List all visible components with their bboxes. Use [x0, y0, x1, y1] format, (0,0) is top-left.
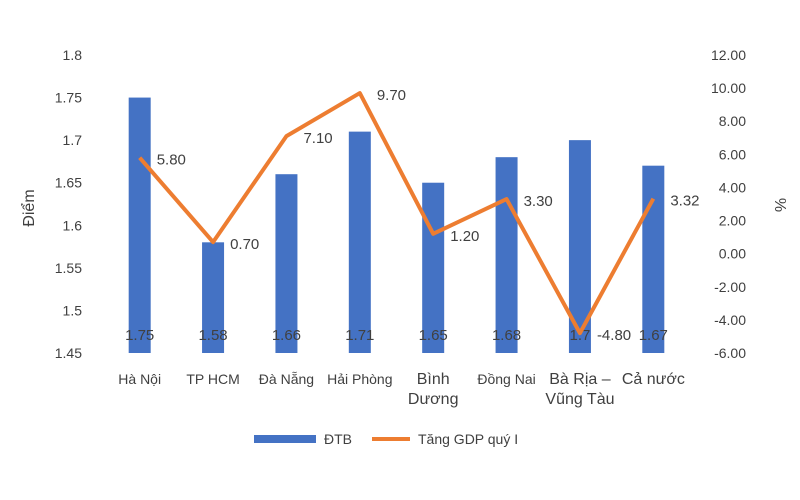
category-label: Hải Phòng	[327, 371, 392, 387]
y2-axis-title: %	[771, 198, 788, 212]
y2-tick-label: 6.00	[719, 146, 746, 162]
bar-value-label: 1.68	[492, 327, 521, 344]
bar-value-label: 1.58	[198, 327, 227, 344]
category-label-line: Bình	[417, 371, 450, 388]
line-value-label: -4.80	[597, 327, 631, 344]
y-tick-label: 1.45	[55, 345, 82, 361]
bar-value-label: 1.7	[570, 327, 591, 344]
line-value-label: 7.10	[303, 130, 332, 147]
y-axis-title: Điểm	[20, 189, 38, 226]
bar-value-label: 1.67	[639, 327, 668, 344]
bar-data-labels: 1.75 1.58 1.66 1.71 1.65 1.68 1.7 1.67	[125, 327, 668, 344]
y-tick-label: 1.7	[63, 132, 83, 148]
bar-value-label: 1.66	[272, 327, 301, 344]
y-tick-label: 1.65	[55, 175, 82, 191]
bar-series	[128, 97, 665, 353]
legend-bar-swatch	[254, 435, 316, 443]
category-label: Bình Dương	[408, 371, 459, 408]
bar	[348, 131, 371, 353]
category-label-line: Cả nước	[622, 371, 685, 388]
bar-value-label: 1.65	[419, 327, 448, 344]
category-label: Đà Nẵng	[259, 371, 314, 387]
y2-tick-label: 12.00	[711, 47, 746, 63]
gdp-line	[138, 91, 656, 336]
y-tick-label: 1.8	[63, 47, 83, 63]
bar-value-label: 1.75	[125, 327, 154, 344]
y-tick-label: 1.6	[63, 217, 83, 233]
y2-tick-label: -4.00	[714, 312, 746, 328]
category-label-line: Hải Phòng	[327, 371, 392, 387]
bar	[642, 165, 665, 353]
line-series	[138, 91, 656, 336]
line-value-label: 3.30	[524, 193, 553, 210]
legend-bar-label: ĐTB	[324, 431, 352, 447]
bar	[128, 97, 151, 353]
line-data-labels: 5.80 0.70 7.10 9.70 1.20 3.30 -4.80 3.32	[157, 87, 700, 344]
bar	[568, 140, 591, 353]
y2-tick-label: 2.00	[719, 213, 746, 229]
y-tick-label: 1.55	[55, 260, 82, 276]
y2-tick-label: -6.00	[714, 345, 746, 361]
category-label: Bà Rịa – Vũng Tàu	[545, 371, 614, 408]
category-label: TP HCM	[186, 371, 239, 387]
category-label-line: Hà Nội	[118, 371, 161, 387]
category-label-line: Bà Rịa –	[549, 371, 610, 388]
y2-tick-label: 8.00	[719, 113, 746, 129]
right-axis-ticks: 12.00 10.00 8.00 6.00 4.00 2.00 0.00 -2.00 -4.00…	[711, 47, 746, 361]
line-value-label: 5.80	[157, 152, 186, 169]
legend: ĐTB Tăng GDP quý I	[254, 431, 518, 447]
category-label-line: Đồng Nai	[477, 371, 535, 387]
category-labels: Hà Nội TP HCM Đà Nẵng Hải Phòng Bình Dương Đồn…	[118, 371, 685, 408]
legend-line-label: Tăng GDP quý I	[418, 431, 518, 447]
category-label-line: Vũng Tàu	[545, 391, 614, 408]
bar	[495, 157, 518, 353]
line-value-label: 1.20	[450, 228, 479, 245]
y2-tick-label: -2.00	[714, 279, 746, 295]
y2-tick-label: 4.00	[719, 179, 746, 195]
category-label: Hà Nội	[118, 371, 161, 387]
y-tick-label: 1.5	[63, 302, 83, 318]
left-axis-ticks: 1.8 1.75 1.7 1.65 1.6 1.55 1.5 1.45	[55, 47, 82, 361]
bar	[275, 174, 298, 353]
category-label: Đồng Nai	[477, 371, 535, 387]
y2-tick-label: 10.00	[711, 80, 746, 96]
bar-value-label: 1.71	[345, 327, 374, 344]
bar	[202, 242, 225, 353]
category-label-line: TP HCM	[186, 371, 239, 387]
y-tick-label: 1.75	[55, 90, 82, 106]
line-value-label: 3.32	[670, 193, 699, 210]
category-label-line: Đà Nẵng	[259, 371, 314, 387]
line-value-label: 0.70	[230, 236, 259, 253]
category-label: Cả nước	[622, 371, 685, 388]
category-label-line: Dương	[408, 391, 459, 408]
y2-tick-label: 0.00	[719, 246, 746, 262]
line-value-label: 9.70	[377, 87, 406, 104]
